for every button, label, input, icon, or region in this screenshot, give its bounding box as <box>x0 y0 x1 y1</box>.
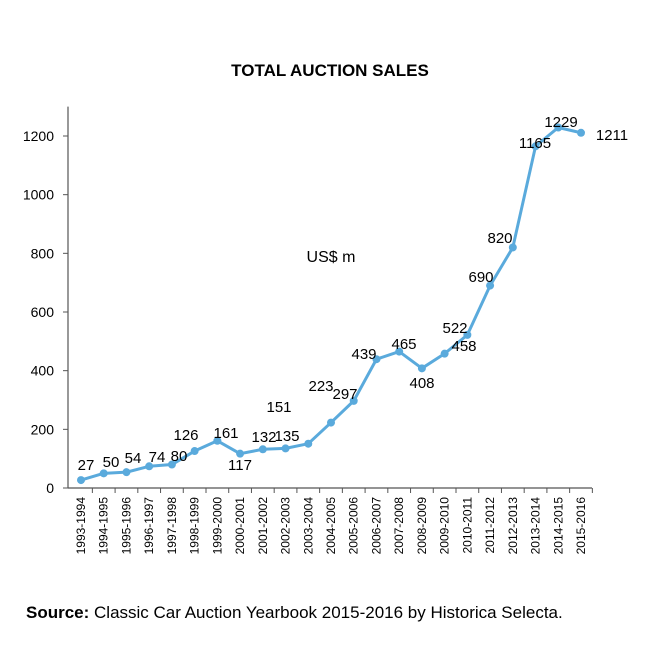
x-tick-label: 2004-2005 <box>324 497 338 555</box>
source-label: Source: <box>26 603 89 622</box>
x-tick-label: 2010-2011 <box>460 497 474 554</box>
data-label: 465 <box>391 336 416 353</box>
chart-title: TOTAL AUCTION SALES <box>231 61 429 80</box>
data-label: 126 <box>173 427 198 444</box>
y-tick-label: 800 <box>31 245 55 261</box>
data-point <box>486 281 495 290</box>
x-tick-label: 2006-2007 <box>369 497 383 555</box>
data-label: 522 <box>442 320 467 337</box>
series-line <box>80 125 582 482</box>
x-tick-label: 2009-2010 <box>438 497 452 555</box>
data-label: 135 <box>274 428 299 445</box>
y-tick-label: 0 <box>46 480 54 496</box>
data-point <box>145 462 154 471</box>
data-point <box>531 142 540 151</box>
x-tick-label: 2003-2004 <box>301 497 315 555</box>
x-tick-label: 1995-1996 <box>119 497 133 555</box>
x-tick-label: 2011-2012 <box>483 497 497 554</box>
x-tick-label: 1993-1994 <box>74 497 88 555</box>
y-tick-label: 400 <box>31 363 55 379</box>
x-tick-label: 2007-2008 <box>392 497 406 555</box>
data-label: 1211 <box>596 127 628 144</box>
x-tick-label: 2005-2006 <box>347 497 361 555</box>
y-tick-label: 200 <box>31 421 55 437</box>
x-tick-label: 2012-2013 <box>506 497 520 555</box>
data-point <box>372 355 381 364</box>
data-label: 408 <box>409 375 434 392</box>
data-label: 54 <box>125 450 142 467</box>
data-label: 223 <box>308 378 333 395</box>
y-tick-label: 1200 <box>23 128 54 144</box>
x-tick-label: 1999-2000 <box>210 497 224 555</box>
data-point <box>440 349 449 358</box>
x-tick-label: 2013-2014 <box>529 497 543 555</box>
data-point <box>327 418 335 427</box>
x-tick-label: 1996-1997 <box>142 497 156 555</box>
x-tick-label: 1998-1999 <box>188 497 202 555</box>
data-point <box>395 347 404 356</box>
data-label: 297 <box>332 386 357 403</box>
data-label: 1229 <box>544 114 577 131</box>
data-label: 80 <box>171 448 188 465</box>
source-note: Source: Classic Car Auction Yearbook 201… <box>26 603 563 622</box>
data-point <box>349 396 358 405</box>
x-tick-label: 2014-2015 <box>551 497 565 555</box>
data-point <box>122 468 131 477</box>
data-label: 458 <box>451 338 476 355</box>
data-label: 820 <box>487 230 512 247</box>
source-text: Classic Car Auction Yearbook 2015-2016 b… <box>89 603 562 622</box>
data-point <box>213 436 222 445</box>
x-tick-label: 2000-2001 <box>233 497 247 555</box>
data-label: 690 <box>468 269 493 286</box>
x-tick-label: 1994-1995 <box>97 497 111 555</box>
x-tick-label: 2001-2002 <box>256 497 270 555</box>
y-tick-label: 600 <box>31 304 55 320</box>
data-point <box>258 445 267 454</box>
data-label: 74 <box>149 449 166 466</box>
data-label: 161 <box>213 425 238 442</box>
data-label: 439 <box>351 346 376 363</box>
y-tick-label: 1000 <box>23 187 54 203</box>
data-label: 132 <box>251 429 276 446</box>
data-point <box>167 460 176 469</box>
data-label: 27 <box>78 457 95 474</box>
data-point <box>508 243 517 252</box>
x-tick-label: 2015-2016 <box>574 497 588 555</box>
data-point <box>463 330 472 339</box>
data-point <box>417 364 426 373</box>
data-point <box>577 128 585 137</box>
data-label: 151 <box>266 399 291 416</box>
data-point <box>77 476 85 485</box>
data-label: 117 <box>228 457 252 474</box>
data-point <box>281 444 290 453</box>
x-tick-label: 2008-2009 <box>415 497 429 555</box>
data-point <box>236 449 245 458</box>
data-point <box>304 439 313 448</box>
data-point <box>190 447 199 456</box>
unit-annotation: US$ m <box>307 249 356 266</box>
x-tick-label: 1997-1998 <box>165 497 179 555</box>
x-tick-label: 2002-2003 <box>279 497 293 555</box>
data-point <box>554 123 563 132</box>
data-label: 50 <box>103 454 120 471</box>
data-point <box>99 469 108 478</box>
data-label: 1165 <box>519 135 551 152</box>
